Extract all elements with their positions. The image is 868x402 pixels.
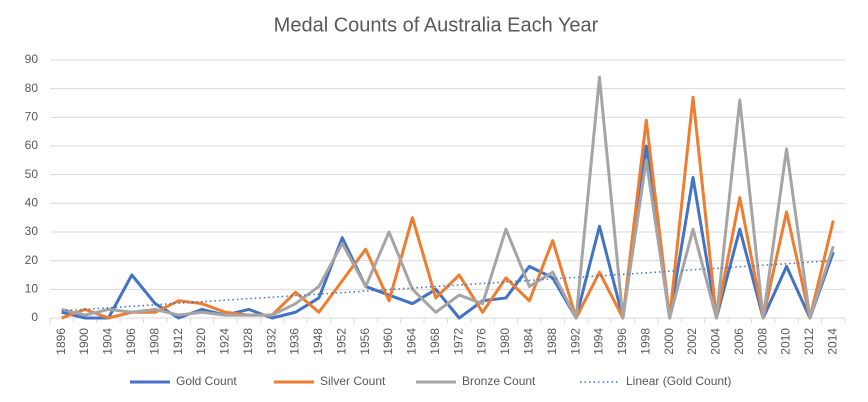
x-tick-label: 1976 — [475, 328, 489, 355]
x-tick-label: 1904 — [101, 328, 115, 355]
x-tick-label: 2006 — [732, 328, 746, 355]
x-tick-label: 1988 — [545, 328, 559, 355]
x-tick-label: 1996 — [615, 328, 629, 355]
x-tick-label: 1948 — [311, 328, 325, 355]
trendline — [61, 259, 834, 312]
x-tick-label: 1998 — [638, 328, 652, 355]
x-tick-label: 1952 — [334, 328, 348, 355]
x-tick-label: 1960 — [381, 328, 395, 355]
x-tick-label: 1964 — [405, 328, 419, 355]
x-tick-label: 2010 — [779, 328, 793, 355]
y-tick-label: 60 — [25, 138, 39, 152]
x-tick-label: 1984 — [522, 328, 536, 355]
x-tick-label: 1972 — [451, 328, 465, 355]
y-tick-label: 20 — [25, 253, 39, 267]
x-tick-label: 2014 — [825, 328, 839, 355]
y-tick-label: 0 — [31, 310, 38, 324]
x-tick-label: 1992 — [568, 328, 582, 355]
y-tick-label: 80 — [25, 81, 39, 95]
x-tick-label: 1956 — [358, 328, 372, 355]
series-line — [61, 95, 835, 320]
x-tick-label: 1908 — [147, 328, 161, 355]
chart-title: Medal Counts of Australia Each Year — [274, 14, 599, 36]
x-tick-label: 1900 — [77, 328, 91, 355]
legend-label: Bronze Count — [462, 374, 536, 388]
x-tick-label: 2000 — [662, 328, 676, 355]
x-tick-label: 1932 — [264, 328, 278, 355]
y-tick-label: 90 — [25, 52, 39, 66]
x-tick-label: 1968 — [428, 328, 442, 355]
x-tick-label: 2002 — [685, 328, 699, 355]
legend-label: Gold Count — [176, 374, 237, 388]
y-tick-label: 40 — [25, 196, 39, 210]
x-tick-label: 1994 — [592, 328, 606, 355]
x-tick-label: 1924 — [218, 328, 232, 355]
y-tick-label: 50 — [25, 167, 39, 181]
x-tick-label: 2012 — [802, 328, 816, 355]
x-tick-label: 1906 — [124, 328, 138, 355]
x-tick-label: 1936 — [288, 328, 302, 355]
series-line — [61, 75, 835, 320]
x-tick-label: 1920 — [194, 328, 208, 355]
legend-label: Linear (Gold Count) — [626, 374, 731, 388]
x-tick-label: 1980 — [498, 328, 512, 355]
y-tick-label: 10 — [25, 282, 39, 296]
x-tick-label: 1928 — [241, 328, 255, 355]
x-tick-label: 1912 — [171, 328, 185, 355]
y-tick-label: 30 — [25, 224, 39, 238]
legend-label: Silver Count — [320, 374, 386, 388]
x-tick-label: 2008 — [755, 328, 769, 355]
y-tick-label: 70 — [25, 110, 39, 124]
x-tick-label: 2004 — [709, 328, 723, 355]
x-tick-label: 1896 — [54, 328, 68, 355]
